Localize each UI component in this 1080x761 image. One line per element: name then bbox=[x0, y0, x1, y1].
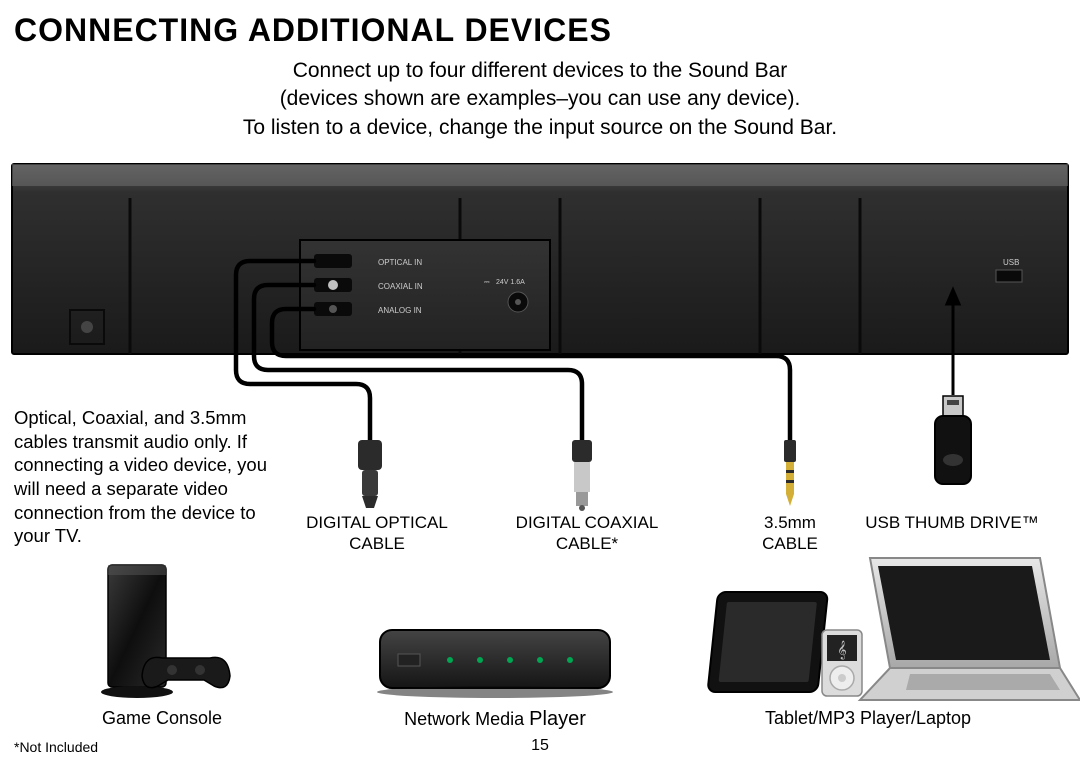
device-label-media-a: Network Media bbox=[404, 709, 529, 729]
svg-text:⎓: ⎓ bbox=[484, 279, 490, 286]
cable-label-jack: 3.5mm CABLE bbox=[750, 512, 830, 555]
intro-line-2: (devices shown are examples–you can use … bbox=[40, 85, 1040, 113]
device-label-console: Game Console bbox=[62, 708, 262, 729]
svg-text:COAXIAL IN: COAXIAL IN bbox=[378, 282, 423, 291]
page-title: CONNECTING ADDITIONAL DEVICES bbox=[0, 0, 1080, 57]
intro-line-3: To listen to a device, change the input … bbox=[40, 114, 1040, 142]
cable-label-coaxial: DIGITAL COAXIAL CABLE* bbox=[512, 512, 662, 555]
page-number: 15 bbox=[0, 737, 1080, 755]
connection-diagram: OPTICAL IN COAXIAL IN ANALOG IN ⎓ 24V 1.… bbox=[0, 160, 1080, 720]
intro-text: Connect up to four different devices to … bbox=[0, 57, 1080, 160]
device-label-tablet: Tablet/MP3 Player/Laptop bbox=[738, 708, 998, 729]
network-media-player-illustration bbox=[377, 630, 613, 698]
svg-text:OPTICAL IN: OPTICAL IN bbox=[378, 258, 422, 267]
cable-label-optical: DIGITAL OPTICAL CABLE bbox=[302, 512, 452, 555]
intro-line-1: Connect up to four different devices to … bbox=[40, 57, 1040, 85]
svg-text:ANALOG IN: ANALOG IN bbox=[378, 306, 422, 315]
svg-text:USB: USB bbox=[1003, 258, 1019, 267]
device-label-media-b: Player bbox=[529, 708, 586, 730]
optical-connector bbox=[358, 440, 382, 508]
coaxial-connector bbox=[572, 440, 592, 511]
cable-label-usb: USB THUMB DRIVE™ bbox=[862, 512, 1042, 533]
game-console-illustration bbox=[101, 565, 230, 698]
device-label-media: Network Media Player bbox=[370, 708, 620, 731]
audio-only-note: Optical, Coaxial, and 3.5mm cables trans… bbox=[14, 406, 289, 548]
jack-connector bbox=[784, 440, 796, 506]
soundbar-illustration: OPTICAL IN COAXIAL IN ANALOG IN ⎓ 24V 1.… bbox=[12, 164, 1068, 354]
usb-thumb-drive bbox=[935, 396, 971, 484]
tablet-mp3-laptop-illustration: 𝄞 bbox=[707, 558, 1080, 700]
svg-text:24V 1.6A: 24V 1.6A bbox=[496, 279, 525, 286]
svg-text:𝄞: 𝄞 bbox=[837, 641, 846, 660]
